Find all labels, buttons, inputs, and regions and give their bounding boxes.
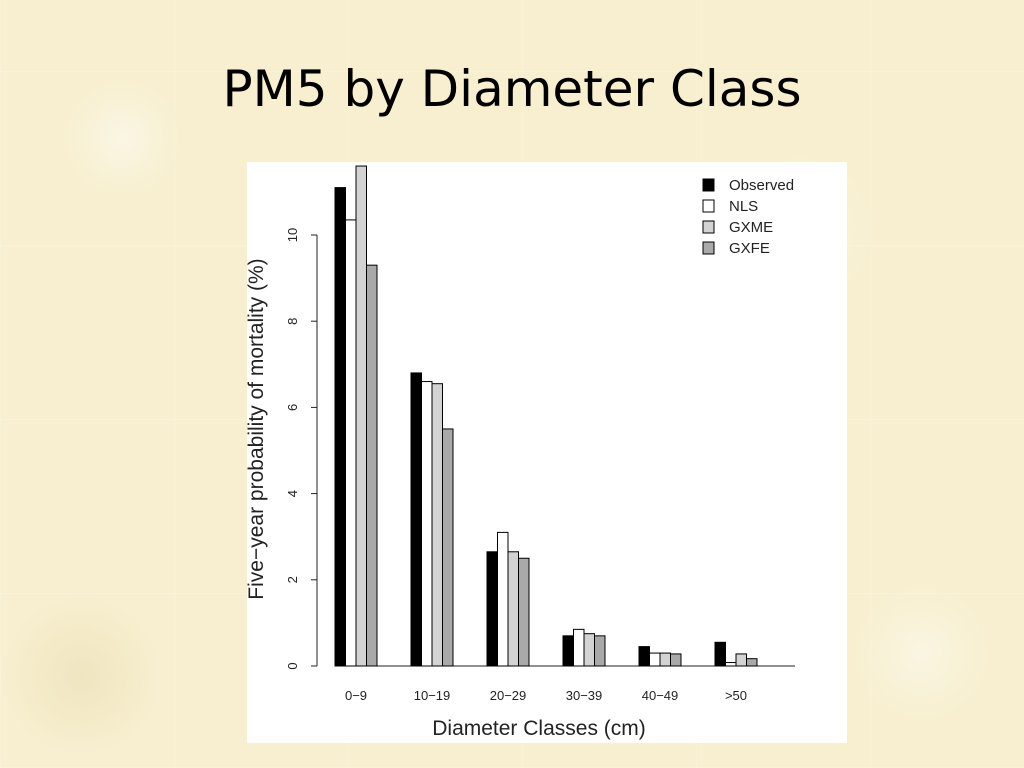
x-tick-label: 10−19 (414, 688, 451, 703)
bar-gxme-4 (583, 633, 595, 667)
bar-observed-3 (486, 551, 498, 667)
x-tick-label: >50 (725, 688, 747, 703)
bar-observed-1 (334, 187, 346, 667)
legend-label-nls: NLS (729, 198, 758, 215)
bar-gxfe-6 (746, 658, 758, 667)
bar-nls-3 (497, 531, 509, 667)
bar-nls-4 (573, 628, 585, 667)
legend: Observed NLS GXME GXFE (702, 177, 794, 257)
y-axis: 0 2 4 6 8 10 (285, 228, 318, 670)
bar-gxfe-1 (366, 264, 378, 667)
bar-gxfe-3 (518, 557, 530, 667)
bar-gxfe-4 (594, 635, 606, 667)
x-tick-label: 20−29 (490, 688, 527, 703)
y-axis-label: Five−year probability of mortality (%) (247, 258, 268, 599)
bar-observed-6 (714, 641, 726, 667)
bar-gxfe-5 (670, 653, 682, 667)
legend-swatch-observed (702, 178, 715, 192)
legend-label-observed: Observed (729, 177, 794, 194)
bar-observed-5 (638, 646, 650, 667)
bar-observed-2 (410, 372, 422, 667)
legend-swatch-gxfe (702, 241, 715, 255)
legend-label-gxme: GXME (729, 219, 773, 236)
y-tick-label: 10 (285, 228, 300, 242)
chart-panel: 0 2 4 6 8 10 0−9 10−19 20−29 30−39 40−49 >50 Obser… (247, 162, 847, 743)
x-axis: 0−9 10−19 20−29 30−39 40−49 >50 (335, 665, 795, 703)
x-tick-label: 0−9 (345, 688, 367, 703)
bar-gxme-6 (735, 653, 747, 667)
bar-chart: 0 2 4 6 8 10 0−9 10−19 20−29 30−39 40−49 >50 Obser… (247, 165, 795, 740)
slide-title: PM5 by Diameter Class (222, 60, 802, 118)
bar-nls-5 (649, 652, 661, 667)
y-tick-label: 8 (285, 318, 300, 325)
x-axis-label: Diameter Classes (cm) (432, 717, 646, 740)
bar-gxme-3 (507, 551, 519, 667)
bars (334, 165, 758, 667)
bar-gxme-5 (659, 652, 671, 667)
legend-swatch-gxme (702, 220, 715, 234)
legend-swatch-nls (702, 199, 715, 213)
bar-nls-2 (421, 381, 433, 667)
bar-nls-6 (725, 662, 737, 667)
legend-label-gxfe: GXFE (729, 240, 770, 257)
y-tick-label: 4 (285, 490, 300, 497)
bar-gxme-1 (355, 165, 367, 667)
x-tick-label: 40−49 (642, 688, 679, 703)
bar-nls-1 (345, 219, 357, 667)
y-tick-label: 0 (285, 662, 300, 669)
bar-gxfe-2 (442, 428, 454, 667)
bar-observed-4 (562, 635, 574, 667)
bar-gxme-2 (431, 383, 443, 667)
x-tick-label: 30−39 (566, 688, 603, 703)
y-tick-label: 2 (285, 576, 300, 583)
y-tick-label: 6 (285, 404, 300, 411)
